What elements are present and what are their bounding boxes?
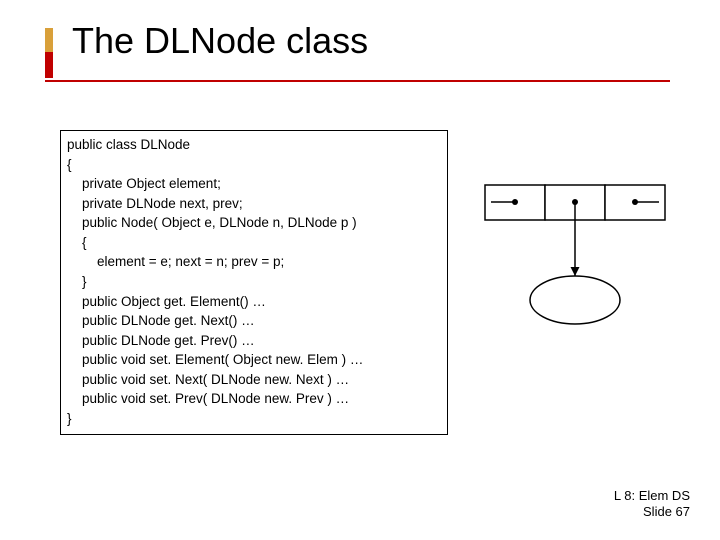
title-underline xyxy=(45,80,670,82)
code-box: public class DLNode { private Object ele… xyxy=(60,130,448,435)
slide-footer: L 8: Elem DS Slide 67 xyxy=(614,488,690,521)
accent-top xyxy=(45,28,53,52)
slide-title: The DLNode class xyxy=(72,20,368,62)
footer-line1: L 8: Elem DS xyxy=(614,488,690,504)
slide: The DLNode class public class DLNode { p… xyxy=(0,0,720,540)
accent-bot xyxy=(45,52,53,78)
data-ellipse xyxy=(530,276,620,324)
node-diagram xyxy=(475,175,685,345)
title-accent xyxy=(45,28,53,78)
footer-line2: Slide 67 xyxy=(614,504,690,520)
